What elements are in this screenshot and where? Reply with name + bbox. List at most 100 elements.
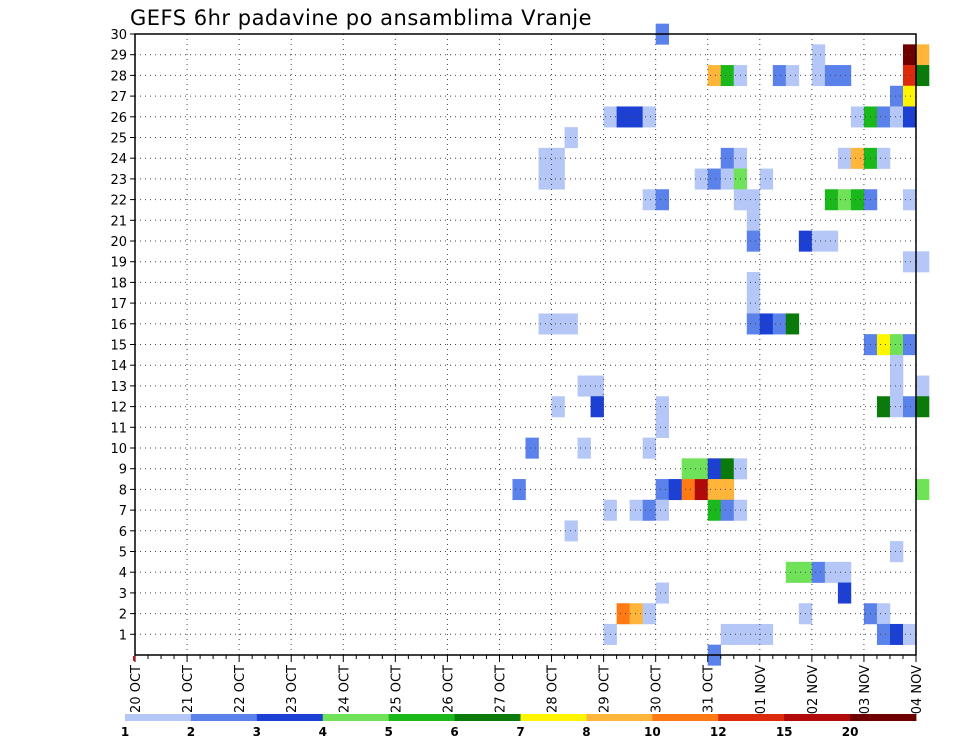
heatmap-cell	[902, 623, 917, 645]
heatmap-cell	[850, 189, 865, 211]
heatmap-cell	[759, 623, 774, 645]
x-tick-label: 01 NOV	[754, 665, 769, 714]
heatmap-cell	[811, 44, 826, 66]
x-tick-label: 24 OCT	[337, 665, 352, 713]
heatmap-cell	[694, 458, 709, 480]
y-tick-label: 19	[110, 256, 127, 271]
y-tick-label: 24	[110, 152, 127, 167]
colorbar-label: 5	[384, 725, 392, 739]
heatmap-cell	[590, 375, 604, 397]
heatmap-cell	[694, 479, 709, 501]
colorbar-swatch	[388, 714, 455, 721]
heatmap-cell	[916, 251, 930, 273]
heatmap-cell	[720, 147, 735, 169]
y-tick-label: 22	[110, 194, 127, 209]
heatmap-cell	[889, 541, 904, 563]
heatmap-cell	[746, 272, 761, 294]
heatmap-cell	[772, 65, 787, 87]
colorbar-label: 10	[644, 725, 661, 739]
heatmap-cell	[811, 561, 826, 583]
heatmap-cell	[889, 106, 904, 128]
heatmap-cell	[564, 313, 578, 335]
y-tick-label: 28	[110, 69, 127, 84]
heatmap-cell	[889, 375, 904, 397]
heatmap-cell	[616, 106, 630, 128]
heatmap-cell	[850, 106, 865, 128]
heatmap-cell	[772, 313, 787, 335]
heatmap-cell	[681, 458, 696, 480]
x-tick-label: 25 OCT	[389, 665, 404, 713]
y-tick-label: 9	[119, 463, 127, 478]
heatmap-cell	[811, 230, 826, 252]
heatmap-cell	[564, 127, 578, 149]
heatmap-cell	[642, 603, 656, 625]
heatmap-cell	[889, 354, 904, 376]
colorbar-swatch	[256, 714, 324, 721]
colorbar-label: 20	[842, 725, 859, 739]
y-tick-label: 5	[119, 546, 127, 561]
colorbar-label: 8	[582, 725, 590, 739]
x-tick-label: 23 OCT	[285, 665, 300, 713]
y-tick-label: 16	[110, 318, 127, 333]
heatmap-cell	[916, 396, 930, 418]
heatmap-cell	[720, 499, 735, 521]
y-tick-label: 1	[119, 628, 127, 643]
x-tick-label: 20 OCT	[129, 665, 144, 713]
heatmap-cell	[655, 479, 669, 501]
heatmap-cell	[837, 65, 852, 87]
colorbar-swatch	[652, 714, 719, 721]
heatmap-cell	[720, 479, 735, 501]
heatmap-cell	[707, 458, 722, 480]
heatmap-cell	[876, 334, 891, 356]
colorbar-swatch	[322, 714, 390, 721]
heatmap-cell	[746, 189, 761, 211]
heatmap-cell	[551, 168, 565, 190]
colorbar-swatch	[718, 714, 785, 721]
heatmap-cell	[837, 561, 852, 583]
heatmap-cell	[564, 520, 578, 542]
heatmap-cell	[902, 65, 917, 87]
colorbar-label: 1	[121, 725, 129, 739]
heatmap-cell	[876, 603, 891, 625]
colorbar-swatch	[520, 714, 587, 721]
y-tick-label: 30	[110, 28, 127, 43]
heatmap-cell	[889, 85, 904, 107]
y-tick-label: 11	[110, 421, 127, 436]
x-tick-label: 21 OCT	[181, 665, 196, 713]
y-tick-label: 6	[119, 525, 127, 540]
y-tick-label: 13	[110, 380, 127, 395]
y-tick-label: 23	[110, 173, 127, 188]
heatmap-cell	[889, 396, 904, 418]
heatmap-cell	[629, 106, 643, 128]
heatmap-cell	[655, 189, 669, 211]
heatmap-cell	[876, 147, 891, 169]
x-tick-label: 28 OCT	[546, 665, 561, 713]
heatmap-cell	[824, 65, 839, 87]
colorbar-label: 7	[516, 725, 524, 739]
heatmap-cell	[655, 499, 669, 521]
chart-title: GEFS 6hr padavine po ansamblima Vranje	[130, 6, 593, 30]
heatmap-cell	[916, 375, 930, 397]
heatmap-cell	[681, 479, 696, 501]
heatmap-cell	[655, 582, 669, 604]
heatmap-cell	[902, 189, 917, 211]
heatmap-cell	[902, 251, 917, 273]
heatmap-cell	[577, 437, 591, 459]
heatmap-cell	[720, 458, 735, 480]
colorbar-label: 12	[710, 725, 727, 739]
heatmap-cell	[655, 396, 669, 418]
x-tick-label: 31 OCT	[702, 665, 717, 713]
colorbar-swatch	[586, 714, 653, 721]
heatmap-cell	[902, 396, 917, 418]
colorbar-swatch	[784, 714, 851, 721]
heatmap-cell	[551, 313, 565, 335]
heatmap-cell	[616, 603, 630, 625]
heatmap-cell	[629, 603, 643, 625]
y-tick-label: 2	[119, 608, 127, 623]
heatmap-cell	[785, 65, 800, 87]
heatmap-cell	[902, 44, 917, 66]
heatmap-cell	[707, 499, 722, 521]
y-tick-label: 4	[119, 566, 127, 581]
heatmap-cell	[902, 334, 917, 356]
